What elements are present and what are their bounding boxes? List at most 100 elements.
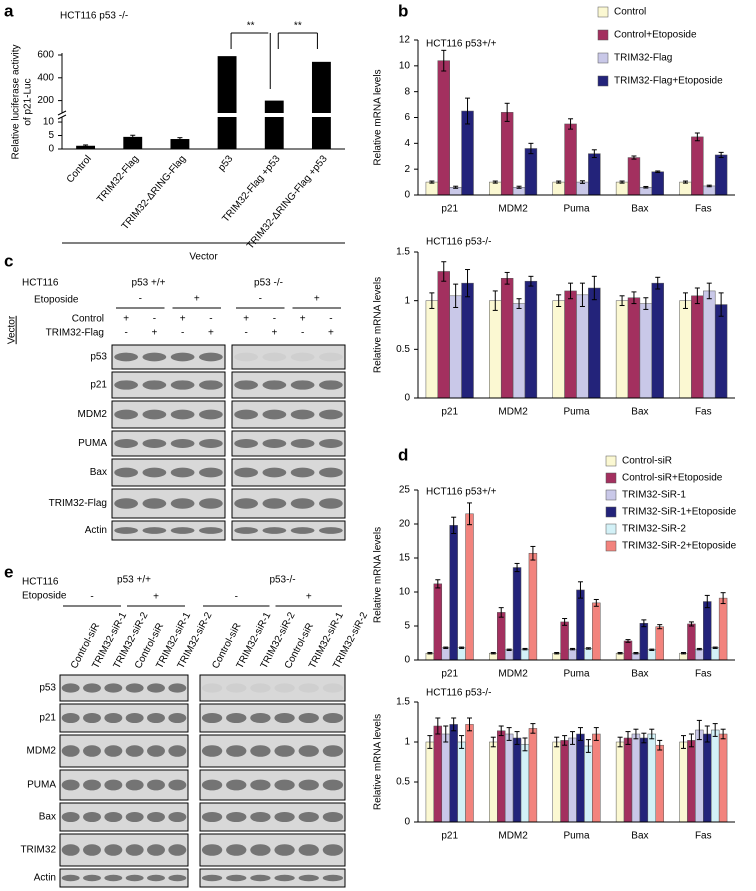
condition-sign: + bbox=[243, 314, 249, 325]
blot-row-label: MDM2 bbox=[78, 409, 108, 420]
blot-band bbox=[298, 779, 319, 791]
blot bbox=[59, 802, 189, 832]
blot-band bbox=[114, 409, 138, 420]
blot-band bbox=[319, 527, 343, 534]
bar bbox=[627, 157, 641, 196]
bar bbox=[560, 621, 569, 661]
error-bar bbox=[720, 592, 726, 605]
error-bar bbox=[641, 619, 647, 628]
bar bbox=[691, 295, 704, 399]
x-tick-label: Bax bbox=[631, 831, 648, 842]
blot-band bbox=[199, 439, 223, 448]
y-tick-label: 0.5 bbox=[396, 777, 410, 788]
error-bar bbox=[568, 118, 574, 130]
bar bbox=[651, 171, 664, 196]
error-bar bbox=[625, 639, 631, 643]
bar bbox=[687, 623, 696, 661]
blot bbox=[199, 802, 346, 832]
blot-row-label: PUMA bbox=[27, 780, 56, 791]
bar bbox=[512, 303, 526, 399]
error-bar bbox=[504, 271, 510, 285]
panel-label: b bbox=[398, 1, 408, 20]
bar bbox=[512, 737, 522, 823]
blot-band bbox=[319, 380, 343, 390]
blot-band bbox=[290, 467, 315, 478]
error-bar bbox=[694, 132, 700, 142]
blot bbox=[199, 833, 346, 867]
error-bar bbox=[556, 180, 562, 184]
x-tick-label: p21 bbox=[441, 831, 458, 842]
error-bar bbox=[443, 725, 449, 743]
blot-band bbox=[290, 409, 315, 420]
error-bar bbox=[443, 646, 449, 649]
bar bbox=[718, 733, 728, 823]
blot-band bbox=[274, 779, 295, 791]
bar bbox=[576, 733, 585, 823]
error-bar bbox=[593, 727, 599, 741]
condition-sign: - bbox=[329, 314, 332, 325]
blot-band bbox=[104, 844, 123, 856]
blot-band bbox=[61, 811, 80, 823]
error-bar bbox=[643, 185, 649, 189]
x-tick-label: p21 bbox=[441, 669, 458, 680]
error-bar bbox=[585, 647, 591, 650]
condition-label: Control bbox=[72, 314, 104, 325]
error-bar bbox=[498, 725, 504, 737]
error-bar bbox=[641, 732, 647, 744]
condition-sign: + bbox=[208, 328, 214, 339]
condition-sign: + bbox=[151, 328, 157, 339]
legend-label: Control bbox=[614, 7, 646, 18]
blot-band bbox=[234, 439, 258, 448]
blot-band bbox=[298, 745, 319, 757]
error-bar bbox=[528, 142, 534, 155]
legend-label: TRIM32-Flag+Etoposide bbox=[614, 76, 723, 87]
blot-band bbox=[83, 683, 101, 693]
bar bbox=[564, 290, 577, 399]
error-bar bbox=[467, 717, 473, 732]
blot-band bbox=[125, 779, 144, 791]
blot-band bbox=[170, 467, 195, 478]
blot-band bbox=[250, 874, 271, 882]
blot-band bbox=[170, 527, 195, 534]
blot-band bbox=[61, 779, 80, 791]
y-tick-label: 0 bbox=[404, 817, 410, 828]
legend-label: TRIM32-SiR-2+Etoposide bbox=[622, 541, 737, 552]
error-bar bbox=[712, 723, 718, 737]
blot bbox=[199, 734, 346, 768]
error-bar bbox=[467, 502, 473, 526]
condition-sign: + bbox=[123, 314, 129, 325]
bar bbox=[703, 185, 716, 196]
error-bar bbox=[585, 739, 591, 753]
blot-band bbox=[290, 352, 315, 362]
blot-band bbox=[125, 874, 144, 882]
blot-band bbox=[274, 683, 295, 693]
blot bbox=[59, 674, 189, 702]
error-bar bbox=[682, 180, 688, 184]
blot-band bbox=[199, 380, 223, 390]
blot-band bbox=[226, 844, 247, 856]
blot-band bbox=[104, 874, 123, 882]
blot bbox=[231, 520, 346, 541]
blot-band bbox=[250, 712, 271, 724]
blot-band bbox=[298, 712, 319, 724]
condition-sign: + bbox=[180, 314, 186, 325]
bar bbox=[500, 278, 514, 399]
error-bar bbox=[177, 137, 183, 141]
blot-band bbox=[274, 745, 295, 757]
bar bbox=[520, 648, 530, 661]
bar bbox=[123, 136, 143, 149]
blot-row-label: p21 bbox=[39, 713, 56, 724]
legend-label: TRIM32-SiR-1+Etoposide bbox=[622, 507, 737, 518]
blot-band bbox=[201, 712, 223, 724]
x-tick-label: TRIM32-ΔRING-Flag +p53 bbox=[245, 153, 330, 251]
legend-label: Control+Etoposide bbox=[614, 30, 697, 41]
blot-band bbox=[114, 352, 138, 362]
blot-band bbox=[226, 811, 247, 823]
error-bar bbox=[427, 735, 433, 749]
blot-band bbox=[61, 874, 80, 882]
bar bbox=[441, 733, 450, 823]
bar bbox=[615, 181, 629, 196]
condition-sign: - bbox=[209, 314, 212, 325]
blot-band bbox=[319, 352, 343, 362]
blot-band bbox=[125, 683, 144, 693]
